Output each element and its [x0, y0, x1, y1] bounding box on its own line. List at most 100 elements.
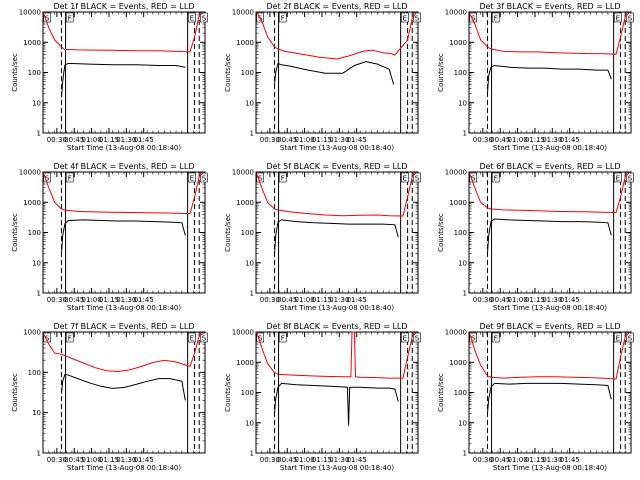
- panel-title: Det 2f BLACK = Events, RED = LLD: [266, 2, 407, 11]
- y-tick-label: 1: [37, 130, 41, 138]
- y-tick-label: 10: [32, 99, 41, 107]
- x-tick-label: 00:45: [277, 456, 297, 464]
- x-tick-label: 01:30: [116, 296, 136, 304]
- y-tick-label: 10: [245, 99, 254, 107]
- y-axis-label: Counts/sec: [437, 53, 445, 92]
- x-tick-label: 01:00: [508, 296, 528, 304]
- detector-panel-7: Det 7f BLACK = Events, RED = LLD 1 10 100 10…: [11, 322, 208, 472]
- mode-marker-label: S: [628, 15, 633, 23]
- x-tick-label: 00:45: [64, 136, 84, 144]
- mode-marker-label: F: [281, 335, 285, 343]
- x-tick-label: 01:00: [295, 296, 315, 304]
- mode-marker-box: [43, 332, 51, 343]
- panel-title: Det 3f BLACK = Events, RED = LLD: [479, 2, 620, 11]
- plot-frame: [255, 331, 419, 454]
- y-tick-label: 100: [28, 229, 41, 237]
- x-tick-label: 00:30: [47, 296, 67, 304]
- x-tick-label: 01:45: [134, 456, 154, 464]
- x-tick-label: 01:30: [329, 136, 349, 144]
- x-tick-label: 00:45: [64, 296, 84, 304]
- x-axis-label: Start Time (13-Aug-08 00:18:40): [67, 304, 181, 312]
- x-axis-label: Start Time (13-Aug-08 00:18:40): [67, 464, 181, 472]
- x-axis-label: Start Time (13-Aug-08 00:18:40): [493, 464, 607, 472]
- x-tick-label: 01:15: [312, 296, 332, 304]
- detector-panel-8: Det 8f BLACK = Events, RED = LLD 1 10 100 10…: [224, 322, 421, 472]
- detector-panel-4: Det 4f BLACK = Events, RED = LLD 1 10 100 10…: [11, 162, 208, 312]
- y-tick-label: 1: [250, 450, 254, 458]
- x-tick-label: 01:45: [134, 136, 154, 144]
- y-tick-label: 10000: [445, 329, 467, 337]
- x-tick-label: 00:30: [260, 296, 280, 304]
- y-tick-label: 10: [245, 419, 254, 427]
- events-rate-line: [61, 62, 186, 98]
- lld-rate-line: [469, 333, 630, 380]
- plot-frame: [468, 171, 632, 294]
- x-axis-label: Start Time (13-Aug-08 00:18:40): [493, 304, 607, 312]
- x-tick-label: 01:00: [82, 456, 102, 464]
- y-tick-label: 100: [241, 389, 254, 397]
- mode-marker-box: [278, 332, 287, 343]
- y-tick-label: 1000: [236, 359, 254, 367]
- mode-marker-box: [491, 332, 500, 343]
- y-axis-label: Counts/sec: [437, 373, 445, 412]
- x-tick-label: 01:15: [525, 296, 545, 304]
- mode-marker-label: F: [281, 175, 285, 183]
- mode-marker-label: E: [403, 335, 407, 343]
- mode-marker-box: [626, 332, 634, 343]
- x-tick-label: 01:45: [347, 296, 367, 304]
- mode-marker-label: F: [494, 335, 498, 343]
- mode-marker-label: E: [403, 175, 407, 183]
- mode-marker-label: E: [616, 15, 620, 23]
- x-axis-label: Start Time (13-Aug-08 00:18:40): [493, 144, 607, 152]
- mode-marker-label: S: [415, 15, 420, 23]
- x-tick-label: 00:45: [277, 296, 297, 304]
- x-tick-label: 00:30: [473, 296, 493, 304]
- lld-rate-line: [256, 11, 417, 60]
- lld-rate-line: [43, 173, 204, 215]
- mode-marker-label: S: [202, 175, 207, 183]
- y-tick-label: 100: [454, 389, 467, 397]
- mode-marker-box: [469, 12, 477, 23]
- y-tick-label: 1000: [449, 359, 467, 367]
- x-tick-label: 01:15: [99, 136, 119, 144]
- y-tick-label: 10: [32, 409, 41, 417]
- y-tick-label: 10000: [445, 9, 467, 17]
- plot-frame: [42, 11, 206, 134]
- y-axis-label: Counts/sec: [224, 53, 232, 92]
- x-tick-label: 01:30: [542, 456, 562, 464]
- y-tick-label: 100: [241, 229, 254, 237]
- mode-marker-label: F: [68, 175, 72, 183]
- mode-marker-label: S: [471, 175, 476, 183]
- plot-frame: [42, 331, 206, 454]
- lld-rate-line: [256, 173, 417, 217]
- y-tick-label: 1: [463, 290, 467, 298]
- x-axis-label: Start Time (13-Aug-08 00:18:40): [280, 304, 394, 312]
- events-rate-line: [61, 219, 186, 254]
- x-tick-label: 01:45: [560, 456, 580, 464]
- panel-title: Det 6f BLACK = Events, RED = LLD: [479, 162, 620, 171]
- mode-marker-label: S: [258, 335, 263, 343]
- mode-marker-box: [200, 12, 208, 23]
- x-tick-label: 01:15: [99, 456, 119, 464]
- mode-marker-label: F: [68, 335, 72, 343]
- y-axis-label: Counts/sec: [11, 213, 19, 252]
- mode-marker-label: S: [45, 15, 50, 23]
- mode-marker-box: [188, 12, 196, 23]
- x-tick-label: 01:15: [312, 456, 332, 464]
- detector-panel-9: Det 9f BLACK = Events, RED = LLD 1 10 100 10…: [437, 322, 634, 472]
- x-tick-label: 00:45: [64, 456, 84, 464]
- y-tick-label: 1: [37, 290, 41, 298]
- x-tick-label: 00:30: [260, 136, 280, 144]
- mode-marker-box: [613, 12, 622, 23]
- y-tick-label: 10: [458, 99, 467, 107]
- mode-marker-box: [400, 332, 409, 343]
- mode-marker-label: E: [403, 15, 407, 23]
- y-tick-label: 1: [250, 130, 254, 138]
- x-tick-label: 01:00: [82, 136, 102, 144]
- detector-panel-2: Det 2f BLACK = Events, RED = LLD 1 10 100 10…: [224, 2, 421, 152]
- y-tick-label: 10000: [445, 169, 467, 177]
- x-tick-label: 01:30: [329, 296, 349, 304]
- detector-panel-1: Det 1f BLACK = Events, RED = LLD 1 10 100 10…: [11, 2, 208, 152]
- y-axis-label: Counts/sec: [11, 53, 19, 92]
